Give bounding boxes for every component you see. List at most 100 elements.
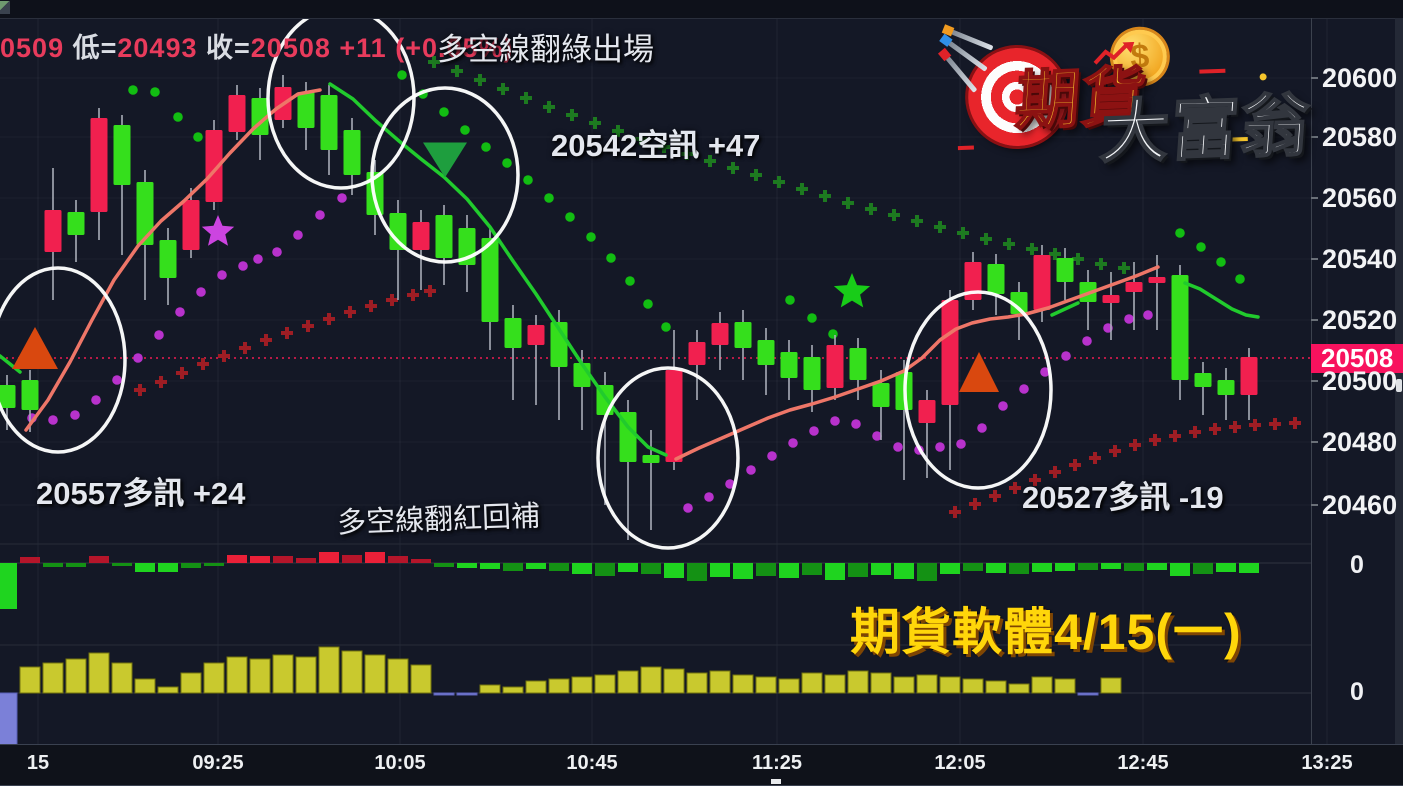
price-axis-label: 20480 (1322, 427, 1398, 457)
sar-dot-green (150, 87, 160, 97)
candlestick (642, 455, 660, 463)
price-axis-tick (1311, 197, 1318, 199)
volume-bar (42, 662, 64, 694)
candlestick (1194, 373, 1212, 387)
price-axis-tick (1311, 136, 1318, 138)
osc-bar (388, 556, 408, 563)
volume-bar (157, 686, 179, 694)
osc-bar (917, 563, 937, 581)
time-axis-label: 13:25 (1301, 752, 1353, 774)
time-axis-label: 12:05 (934, 752, 986, 774)
sar-plus-darkred (365, 300, 377, 312)
sar-dot-green (173, 112, 183, 122)
scrollbar-thumb[interactable] (1396, 379, 1402, 392)
sar-dot-magenta (767, 451, 777, 461)
volume-bar (732, 674, 754, 694)
osc-bar (20, 557, 40, 563)
osc-bar (664, 563, 684, 578)
sar-plus-darkgreen (842, 197, 854, 209)
sar-dot-magenta (112, 375, 122, 385)
price-axis-tick (1311, 258, 1318, 260)
time-axis-label: 15 (26, 752, 50, 774)
candlestick (435, 215, 453, 258)
volume-bar (88, 652, 110, 694)
sar-plus-darkred (323, 313, 335, 325)
volume-bar (456, 692, 478, 696)
sar-plus-darkgreen (1003, 238, 1015, 250)
sar-plus-darkred (969, 498, 981, 510)
sar-dot-magenta (788, 438, 798, 448)
candlestick (412, 222, 430, 250)
sar-plus-darkgreen (773, 176, 785, 188)
candlestick (1056, 258, 1074, 282)
sar-dot-magenta (133, 353, 143, 363)
sar-plus-darkred (155, 376, 167, 388)
candlestick (113, 125, 131, 185)
quote-high-value: 20509 (0, 33, 65, 63)
sar-dot-green (460, 125, 470, 135)
volume-bar (778, 678, 800, 694)
price-axis-tick (1311, 77, 1318, 79)
osc-bar (273, 556, 293, 563)
volume-bar (617, 670, 639, 694)
annotation-short-signal: 20542空訊 +47 (551, 128, 761, 163)
volume-bar (801, 672, 823, 694)
sar-dot-magenta (217, 270, 227, 280)
volume-bar (19, 666, 41, 694)
volume-bar (318, 646, 340, 694)
osc-bar (89, 556, 109, 563)
osc-bar (1170, 563, 1190, 576)
sar-plus-darkgreen (1026, 243, 1038, 255)
candlestick (826, 345, 844, 388)
osc-bar (1032, 563, 1052, 572)
sar-dot-magenta (893, 442, 903, 452)
price-axis-label: 20540 (1322, 244, 1398, 274)
osc-bar (43, 563, 63, 567)
sar-dot-green (785, 295, 795, 305)
osc-bar (1078, 563, 1098, 570)
candlestick (21, 380, 39, 410)
vol-zero-label: 0 (1350, 678, 1364, 706)
volume-bar (295, 656, 317, 694)
sar-plus-darkgreen (1049, 248, 1061, 260)
candlestick (44, 210, 62, 252)
price-axis-label: 20460 (1322, 490, 1398, 520)
candlestick (504, 318, 522, 348)
candlestick (872, 383, 890, 407)
osc-bar (434, 563, 454, 567)
sar-plus-darkred (344, 306, 356, 318)
sar-plus-darkred (239, 342, 251, 354)
candlestick (481, 238, 499, 322)
osc-bar (940, 563, 960, 574)
sar-plus-darkred (1169, 430, 1181, 442)
sar-dot-magenta (851, 419, 861, 429)
volume-bar (502, 686, 524, 694)
volume-bar (203, 662, 225, 694)
candlestick (1125, 282, 1143, 292)
sar-plus-darkred (197, 358, 209, 370)
time-axis[interactable] (0, 744, 1403, 786)
volume-bar (249, 658, 271, 694)
osc-bar (871, 563, 891, 575)
sar-plus-darkgreen (612, 125, 624, 137)
quote-low-label: 低= (72, 33, 118, 63)
candlestick (711, 323, 729, 345)
sar-dot-magenta (238, 261, 248, 271)
osc-bar (250, 556, 270, 563)
sar-dot-green (1235, 274, 1245, 284)
osc-bar (1193, 563, 1213, 574)
sar-dot-green (1175, 228, 1185, 238)
window-corner-icon[interactable] (0, 1, 10, 14)
sar-dot-green (128, 85, 138, 95)
sar-plus-darkgreen (704, 155, 716, 167)
osc-bar (158, 563, 178, 572)
sar-dot-green (828, 329, 838, 339)
osc-bar (779, 563, 799, 578)
sar-plus-darkred (281, 327, 293, 339)
candlestick (849, 348, 867, 380)
volume-bar (847, 670, 869, 694)
sar-dot-green (193, 132, 203, 142)
osc-bar (710, 563, 730, 577)
sar-plus-darkgreen (566, 109, 578, 121)
